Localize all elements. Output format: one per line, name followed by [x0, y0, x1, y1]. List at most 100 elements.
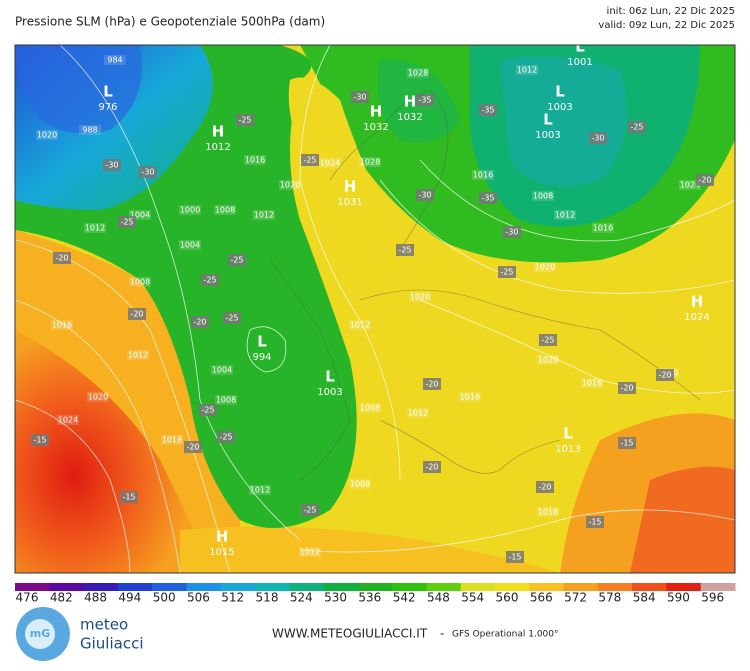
- temperature-label: -25: [219, 433, 232, 442]
- center-value: 1003: [317, 387, 342, 398]
- temperature-label-box: [118, 216, 136, 228]
- isobar-label: 1008: [533, 192, 553, 201]
- temperature-label: -25: [398, 246, 411, 255]
- colorbar-label: 554: [461, 591, 484, 605]
- isobar-label: 1016: [593, 224, 613, 233]
- isobar-label-box: [129, 210, 151, 220]
- isobar-label: 1024: [320, 159, 340, 168]
- isobar-label: 1028: [408, 69, 428, 78]
- isobar-label: 1020: [538, 356, 558, 365]
- isobar-label-box: [534, 262, 556, 272]
- colorbar-label: 518: [256, 591, 279, 605]
- temperature-label: -30: [353, 93, 366, 102]
- temperature-label: -20: [130, 310, 143, 319]
- isobar-label-box: [459, 392, 481, 402]
- isobar-label-box: [359, 157, 381, 167]
- logo-top: meteo: [80, 616, 128, 634]
- isobar-label: 1020: [280, 181, 300, 190]
- colorbar-cell: [186, 583, 222, 591]
- temperature-label: -15: [33, 436, 46, 445]
- colorbar-label: 500: [153, 591, 176, 605]
- center-value: 1003: [547, 102, 572, 113]
- isobar-label: 1012: [300, 548, 320, 557]
- temperature-label: -35: [418, 96, 431, 105]
- temperature-label-box: [423, 461, 441, 473]
- temperature-label-box: [396, 244, 414, 256]
- isobar-label-box: [409, 292, 431, 302]
- colorbar-label: 482: [50, 591, 73, 605]
- isobar-label-box: [161, 435, 183, 445]
- center-letter: H: [370, 103, 383, 121]
- map: L976H1012L1001L1003L1003H1032H1032H1031L…: [15, 45, 735, 573]
- center-letter: L: [555, 83, 565, 101]
- temperature-label-box: [351, 91, 369, 103]
- colorbar-label: 590: [667, 591, 690, 605]
- temperature-label: -30: [591, 134, 604, 143]
- temperature-label-box: [236, 114, 254, 126]
- temperature-label-box: [696, 174, 714, 186]
- center-letter: L: [325, 368, 335, 386]
- colorbar-label: 566: [530, 591, 553, 605]
- temperature-label-box: [503, 226, 521, 238]
- isobar-label-box: [211, 365, 233, 375]
- isobar-label-box: [244, 155, 266, 165]
- isobar-label-box: [581, 378, 603, 388]
- model-name: GFS Operational 1.000°: [452, 630, 559, 640]
- isobar-label: 1016: [245, 156, 265, 165]
- center-letter: L: [103, 83, 113, 101]
- colorbar-cell: [15, 583, 50, 591]
- isobar-label: 1016: [473, 171, 493, 180]
- temperature-label: -20: [620, 384, 633, 393]
- isobar-label-box: [57, 415, 79, 425]
- isobar-label-box: [592, 223, 614, 233]
- isobar-label: 1008: [350, 480, 370, 489]
- isobar-label-box: [129, 277, 151, 287]
- temperature-label-box: [217, 431, 235, 443]
- isobar-label: 1012: [350, 321, 370, 330]
- temperature-label-box: [184, 441, 202, 453]
- isobar-label: 1012: [85, 224, 105, 233]
- temperature-label: -15: [620, 439, 633, 448]
- isobar-label-box: [516, 65, 538, 75]
- isobar-label-box: [179, 240, 201, 250]
- map-frame: [14, 44, 736, 574]
- temperature-label-box: [423, 378, 441, 390]
- center-value: 1031: [337, 197, 362, 208]
- colorbar-cell: [152, 583, 187, 591]
- temperature-label-box: [589, 132, 607, 144]
- isobar-label: 1016: [52, 321, 72, 330]
- isobar-label-box: [279, 180, 301, 190]
- temperature-label-box: [103, 159, 121, 171]
- isobar-label-box: [679, 180, 701, 190]
- center-value: 1013: [555, 444, 580, 455]
- temperature-label-box: [628, 121, 646, 133]
- center-value: 994: [252, 352, 271, 363]
- isobar-label-box: [349, 320, 371, 330]
- colorbar-cell: [426, 583, 462, 591]
- isobar-label: 1016: [460, 393, 480, 402]
- center-letter: H: [216, 528, 229, 546]
- isobar-label: 1004: [130, 211, 150, 220]
- colorbar-label: 548: [427, 591, 450, 605]
- isobar-label: 1016: [162, 436, 182, 445]
- temperature-label: -20: [193, 318, 206, 327]
- isobar-label-box: [537, 507, 559, 517]
- colorbar-label: 476: [16, 591, 39, 605]
- center-value: 976: [98, 102, 117, 113]
- colorbar-cell: [392, 583, 427, 591]
- colorbar-cell: [460, 583, 496, 591]
- colorbar-label: 542: [393, 591, 416, 605]
- temperature-label-box: [120, 491, 138, 503]
- isobar-label-box: [407, 68, 429, 78]
- temperature-label: -25: [120, 218, 133, 227]
- temperature-label: -25: [500, 268, 513, 277]
- colorbar-label: 572: [564, 591, 587, 605]
- isobar-label: 1012: [254, 211, 274, 220]
- isobar-label: 1008: [215, 206, 235, 215]
- colorbar-label: 506: [187, 591, 210, 605]
- center-letter: L: [543, 111, 553, 129]
- site-url: WWW.METEOGIULIACCI.IT: [272, 627, 428, 641]
- colorbar-cell: [700, 583, 736, 591]
- colorbar-label: 512: [221, 591, 244, 605]
- isobar-label: 1016: [538, 508, 558, 517]
